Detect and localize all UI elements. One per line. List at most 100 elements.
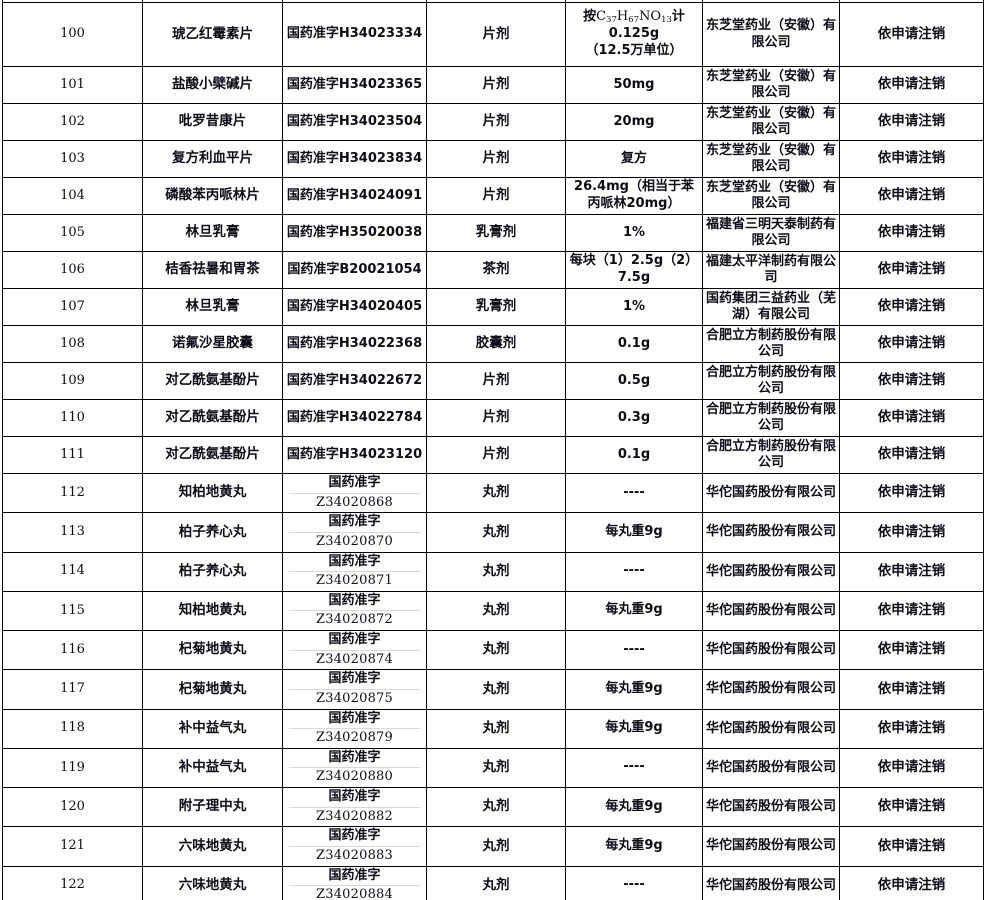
approval-number: 国药准字H34024091	[286, 187, 423, 203]
company-name-cell: 华佗国药股份有限公司	[702, 826, 840, 867]
approval-code: Z34020882	[315, 808, 393, 824]
cancellation-status-cell: 依申请注销	[839, 66, 984, 104]
company-name: 东芝堂药业（安徽）有限公司	[706, 179, 837, 211]
specification-cell: 按C37H67NO13计0.125g （12.5万单位）	[565, 2, 703, 67]
approval-number: 国药准字H34022672	[286, 372, 423, 388]
company-name-cell: 合肥立方制药股份有限公司	[702, 399, 840, 437]
drug-name-cell: 琥乙红霉素片	[142, 2, 283, 67]
row-index: 121	[60, 838, 85, 854]
specification: 每丸重9g	[605, 680, 663, 696]
specification-cell: ----	[565, 551, 703, 592]
drug-name: 琥乙红霉素片	[172, 25, 253, 42]
specification: 26.4mg（相当于苯丙哌林20mg）	[574, 179, 694, 211]
dosage-form-cell: 乳膏剂	[426, 288, 566, 326]
specification: 按C37H67NO13计0.125g （12.5万单位）	[567, 8, 702, 61]
table-row: 107 林旦乳膏 国药准字H34020405 乳膏剂 1% 国药集团三益药业（芜湖）有限公…	[2, 288, 984, 326]
row-index: 113	[60, 524, 85, 540]
approval-number: 国药准字 Z34020871	[284, 553, 426, 590]
approval-number: 国药准字 Z34020875	[284, 671, 426, 708]
approval-number: 国药准字B20021054	[287, 261, 422, 277]
row-index: 119	[60, 759, 85, 775]
table-row: 119 补中益气丸 国药准字 Z34020880 丸剂 ---- 华佗国药股份有限公司 依申请…	[2, 747, 984, 789]
approval-number: 国药准字H34023834	[286, 150, 423, 166]
dosage-form-cell: 丸剂	[426, 590, 566, 632]
approval-prefix: 国药准字	[289, 632, 420, 651]
drug-name-cell: 附子理中丸	[142, 786, 283, 828]
approval-prefix: 国药准字	[289, 828, 420, 847]
approval-number-cell: 国药准字H34023834	[282, 140, 427, 178]
specification: 每丸重9g	[605, 798, 663, 814]
approval-number-cell: 国药准字 Z34020870	[282, 512, 427, 553]
drug-name: 柏子养心丸	[178, 523, 247, 540]
row-index-cell: 104	[2, 177, 143, 215]
specification-cell: 每丸重9g	[565, 512, 703, 553]
approval-prefix: 国药准字	[289, 514, 420, 533]
approval-prefix: 国药准字	[289, 671, 420, 690]
drug-name: 附子理中丸	[178, 798, 247, 815]
drug-name-cell: 桔香祛暑和胃茶	[142, 251, 283, 289]
drug-name-cell: 磷酸苯丙哌林片	[142, 177, 283, 215]
approval-number-cell: 国药准字H34023504	[282, 103, 427, 141]
approval-code: Z34020868	[315, 494, 393, 510]
cancellation-status-cell: 依申请注销	[839, 399, 984, 437]
cancellation-status-cell: 依申请注销	[839, 2, 984, 67]
drug-name: 对乙酰氨基酚片	[165, 409, 260, 426]
drug-name: 林旦乳膏	[185, 224, 240, 241]
approval-code: Z34020879	[315, 730, 393, 746]
company-name: 东芝堂药业（安徽）有限公司	[706, 18, 837, 50]
drug-name: 补中益气丸	[178, 719, 247, 736]
specification-cell: 0.1g	[565, 325, 703, 363]
dosage-form-cell: 丸剂	[426, 512, 566, 553]
row-index-cell: 119	[2, 747, 143, 789]
approval-prefix: 国药准字	[289, 593, 420, 612]
company-name-cell: 华佗国药股份有限公司	[702, 865, 840, 900]
table-row: 104 磷酸苯丙哌林片 国药准字H34024091 片剂 26.4mg（相当于苯丙哌林2…	[2, 177, 984, 215]
dosage-form: 丸剂	[482, 680, 510, 697]
approval-number: 国药准字H34023504	[286, 113, 423, 129]
cancellation-status-cell: 依申请注销	[839, 669, 984, 710]
dosage-form-cell: 片剂	[426, 177, 566, 215]
cancellation-status-cell: 依申请注销	[839, 214, 984, 252]
approval-number: 国药准字H34022368	[286, 335, 423, 351]
dosage-form: 片剂	[482, 150, 510, 167]
table-row: 114 柏子养心丸 国药准字 Z34020871 丸剂 ---- 华佗国药股份有限公司 依申请…	[2, 551, 984, 592]
row-index: 110	[60, 409, 85, 425]
dosage-form: 片剂	[482, 113, 510, 130]
drug-name-cell: 林旦乳膏	[142, 214, 283, 252]
cancellation-status: 依申请注销	[877, 76, 946, 93]
drug-name: 六味地黄丸	[178, 876, 247, 893]
row-index-cell: 121	[2, 826, 143, 867]
dosage-form: 片剂	[482, 409, 510, 426]
specification-cell: 每丸重9g	[565, 708, 703, 749]
approval-code: Z34020871	[315, 573, 393, 589]
table-row: 112 知柏地黄丸 国药准字 Z34020868 丸剂 ---- 华佗国药股份有限公司 依申请…	[2, 472, 984, 514]
table-row: 105 林旦乳膏 国药准字H35020038 乳膏剂 1% 福建省三明天泰制药有限公司 依申…	[2, 214, 984, 252]
table-row: 118 补中益气丸 国药准字 Z34020879 丸剂 每丸重9g 华佗国药股份有限公司 依申…	[2, 708, 984, 749]
specification: 0.1g	[617, 335, 651, 351]
row-index: 112	[60, 484, 85, 500]
specification-cell: 每丸重9g	[565, 590, 703, 632]
approval-number-cell: 国药准字H34022672	[282, 362, 427, 400]
specification: 0.5g	[617, 372, 651, 388]
row-index: 106	[60, 261, 85, 277]
row-index: 122	[60, 877, 85, 893]
company-name-cell: 华佗国药股份有限公司	[702, 512, 840, 553]
dosage-form: 丸剂	[482, 876, 510, 893]
table-row: 113 柏子养心丸 国药准字 Z34020870 丸剂 每丸重9g 华佗国药股份有限公司 依申…	[2, 512, 984, 553]
cancellation-status-cell: 依申请注销	[839, 251, 984, 289]
specification-cell: 每块（1）2.5g（2）7.5g	[565, 251, 703, 289]
drug-name: 柏子养心丸	[178, 562, 247, 579]
approval-number-cell: 国药准字H34023120	[282, 436, 427, 474]
cancellation-status-cell: 依申请注销	[839, 826, 984, 867]
approval-number-cell: 国药准字 Z34020883	[282, 826, 427, 867]
dosage-form-cell: 片剂	[426, 2, 566, 67]
dosage-form-cell: 片剂	[426, 399, 566, 437]
approval-code: Z34020874	[315, 651, 393, 667]
table-row: 117 杞菊地黄丸 国药准字 Z34020875 丸剂 每丸重9g 华佗国药股份有限公司 依申…	[2, 669, 984, 710]
company-name: 华佗国药股份有限公司	[706, 838, 837, 854]
drug-name: 林旦乳膏	[185, 298, 240, 315]
chemical-formula: C37H67NO13	[596, 9, 672, 26]
cancellation-status-cell: 依申请注销	[839, 590, 984, 632]
